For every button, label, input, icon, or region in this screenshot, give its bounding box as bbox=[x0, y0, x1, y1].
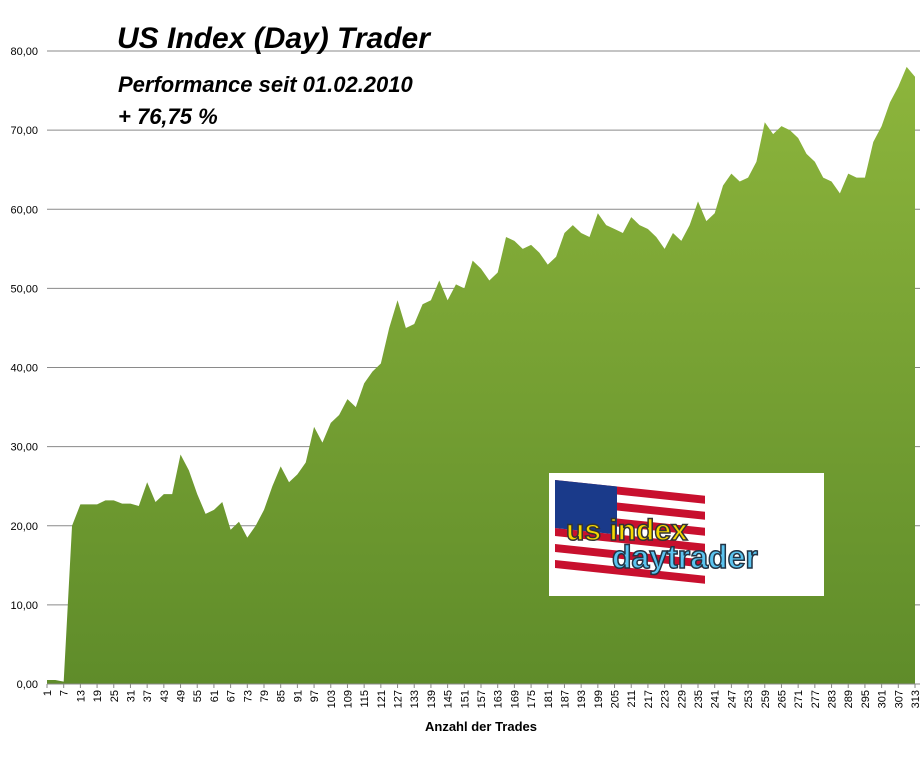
x-tick-label: 205 bbox=[610, 690, 622, 708]
x-tick-label: 169 bbox=[509, 690, 521, 708]
x-tick-label: 85 bbox=[276, 690, 288, 702]
y-tick-label: 30,00 bbox=[10, 442, 38, 454]
x-tick-label: 49 bbox=[176, 690, 188, 702]
x-tick-label: 31 bbox=[125, 690, 137, 702]
logo: us index daytrader bbox=[549, 473, 824, 596]
subtitle: Performance seit 01.02.2010 bbox=[118, 72, 414, 97]
x-tick-label: 1 bbox=[42, 690, 54, 696]
x-tick-label: 79 bbox=[259, 690, 271, 702]
x-tick-label: 13 bbox=[75, 690, 87, 702]
x-tick-label: 223 bbox=[660, 690, 672, 708]
x-tick-label: 121 bbox=[376, 690, 388, 708]
x-tick-label: 181 bbox=[543, 690, 555, 708]
y-tick-label: 60,00 bbox=[10, 204, 38, 216]
x-tick-label: 289 bbox=[843, 690, 855, 708]
x-tick-label: 7 bbox=[59, 690, 71, 696]
x-tick-label: 109 bbox=[342, 690, 354, 708]
chart-title: US Index (Day) Trader bbox=[117, 22, 432, 55]
x-tick-label: 259 bbox=[760, 690, 772, 708]
x-tick-label: 313 bbox=[910, 690, 922, 708]
x-tick-label: 73 bbox=[242, 690, 254, 702]
x-tick-label: 253 bbox=[743, 690, 755, 708]
x-tick-label: 55 bbox=[192, 690, 204, 702]
x-tick-label: 301 bbox=[877, 690, 889, 708]
x-tick-label: 163 bbox=[493, 690, 505, 708]
x-tick-label: 229 bbox=[676, 690, 688, 708]
y-tick-label: 70,00 bbox=[10, 125, 38, 137]
x-tick-label: 247 bbox=[726, 690, 738, 708]
x-tick-label: 187 bbox=[559, 690, 571, 708]
x-tick-label: 265 bbox=[776, 690, 788, 708]
x-tick-label: 97 bbox=[309, 690, 321, 702]
x-tick-label: 151 bbox=[459, 690, 471, 708]
y-tick-label: 50,00 bbox=[10, 283, 38, 295]
x-tick-label: 175 bbox=[526, 690, 538, 708]
x-tick-label: 103 bbox=[326, 690, 338, 708]
x-tick-label: 61 bbox=[209, 690, 221, 702]
x-tick-label: 157 bbox=[476, 690, 488, 708]
x-tick-label: 37 bbox=[142, 690, 154, 702]
x-tick-label: 199 bbox=[593, 690, 605, 708]
flag bbox=[555, 479, 705, 591]
x-tick-label: 211 bbox=[626, 690, 638, 708]
x-tick-label: 139 bbox=[426, 690, 438, 708]
x-tick-label: 91 bbox=[292, 690, 304, 702]
x-tick-label: 193 bbox=[576, 690, 588, 708]
x-tick-label: 241 bbox=[710, 690, 722, 708]
y-tick-label: 20,00 bbox=[10, 521, 38, 533]
y-tick-label: 40,00 bbox=[10, 363, 38, 375]
x-tick-label: 25 bbox=[109, 690, 121, 702]
x-tick-label: 43 bbox=[159, 690, 171, 702]
y-tick-label: 10,00 bbox=[10, 600, 38, 612]
x-tick-label: 145 bbox=[443, 690, 455, 708]
annotation: + 76,75 % bbox=[118, 104, 218, 129]
x-axis-label: Anzahl der Trades bbox=[425, 719, 537, 734]
x-tick-label: 277 bbox=[810, 690, 822, 708]
x-tick-label: 115 bbox=[359, 690, 371, 708]
x-tick-label: 127 bbox=[393, 690, 405, 708]
x-tick-label: 307 bbox=[893, 690, 905, 708]
x-tick-label: 67 bbox=[226, 690, 238, 702]
logo-text: daytrader bbox=[612, 539, 758, 575]
y-tick-label: 80,00 bbox=[10, 46, 38, 58]
x-tick-label: 235 bbox=[693, 690, 705, 708]
y-tick-label: 0,00 bbox=[17, 679, 38, 691]
x-tick-label: 283 bbox=[827, 690, 839, 708]
x-tick-label: 217 bbox=[643, 690, 655, 708]
x-tick-label: 19 bbox=[92, 690, 104, 702]
x-tick-label: 133 bbox=[409, 690, 421, 708]
x-tick-label: 295 bbox=[860, 690, 872, 708]
logo-text: us index bbox=[566, 514, 688, 547]
x-tick-label: 271 bbox=[793, 690, 805, 708]
